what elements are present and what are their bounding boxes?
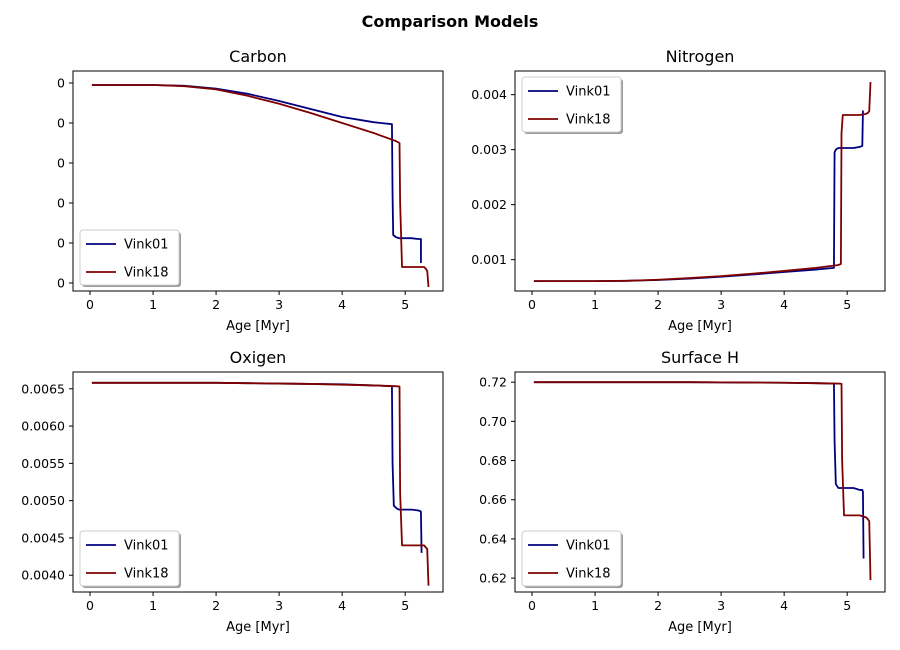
series-line-vink01: [533, 110, 864, 283]
x-tick-label: 5: [843, 297, 851, 312]
x-axis-label: Age [Myr]: [226, 620, 290, 635]
y-tick-label: 0.004: [471, 87, 507, 102]
legend-label: Vink01: [124, 539, 169, 554]
y-tick-label: 0: [57, 236, 65, 251]
x-tick-label: 2: [212, 598, 220, 613]
legend: Vink01 Vink18: [79, 530, 181, 588]
x-tick-label: 3: [275, 598, 283, 613]
y-tick-label: 0.66: [479, 492, 507, 507]
y-tick-label: 0.70: [479, 414, 507, 429]
y-tick-label: 0.72: [479, 375, 507, 390]
plot-frame: [72, 371, 444, 593]
x-tick-label: 3: [717, 598, 725, 613]
y-tick-label: 0.0050: [21, 493, 65, 508]
panel-title: Oxigen: [230, 348, 287, 367]
x-tick-label: 3: [275, 297, 283, 312]
legend-label: Vink18: [124, 266, 169, 281]
y-tick-label: 0: [57, 276, 65, 291]
y-tick-label: 0.64: [479, 531, 507, 546]
series-line-vink18: [533, 81, 872, 283]
y-tick-label: 0.68: [479, 453, 507, 468]
plot-frame: [514, 70, 886, 292]
x-tick-label: 5: [401, 297, 409, 312]
y-tick-label: 0.001: [471, 252, 507, 267]
x-tick-label: 0: [86, 598, 94, 613]
y-tick-label: 0: [57, 76, 65, 91]
panel-surface-h: Surface H 0 1 2 3 4 5 0.62 0.64 0.66 0.68 0.70 0.72 A…: [479, 348, 886, 635]
legend-label: Vink18: [566, 113, 611, 128]
x-tick-label: 1: [149, 297, 157, 312]
y-tick-label: 0.62: [479, 571, 507, 586]
series-line-vink18: [91, 84, 430, 288]
x-tick-label: 4: [338, 598, 346, 613]
y-tick-label: 0.0055: [21, 456, 65, 471]
legend: Vink01 Vink18: [521, 530, 623, 588]
x-tick-label: 2: [654, 598, 662, 613]
legend-label: Vink18: [124, 567, 169, 582]
plot-frame: [72, 70, 444, 292]
y-tick-label: 0.0065: [21, 381, 65, 396]
legend-label: Vink18: [566, 567, 611, 582]
panel-nitrogen: Nitrogen 0 1 2 3 4 5 0.001 0.002 0.003 0.004 Age [M…: [471, 47, 886, 334]
x-tick-label: 2: [654, 297, 662, 312]
x-tick-label: 0: [528, 598, 536, 613]
y-tick-label: 0.0045: [21, 530, 65, 545]
panel-title: Carbon: [229, 47, 287, 66]
y-tick-label: 0.003: [471, 142, 507, 157]
x-tick-label: 1: [591, 598, 599, 613]
plot-frame: [514, 371, 886, 593]
y-tick-label: 0: [57, 116, 65, 131]
x-tick-label: 0: [86, 297, 94, 312]
x-tick-label: 2: [212, 297, 220, 312]
legend-label: Vink01: [566, 85, 611, 100]
legend: Vink01 Vink18: [79, 229, 181, 287]
x-tick-label: 0: [528, 297, 536, 312]
x-tick-label: 5: [401, 598, 409, 613]
x-tick-label: 4: [780, 297, 788, 312]
legend-label: Vink01: [566, 539, 611, 554]
x-tick-label: 3: [717, 297, 725, 312]
y-tick-label: 0: [57, 156, 65, 171]
x-axis-label: Age [Myr]: [668, 319, 732, 334]
series-line-vink18: [533, 381, 872, 581]
x-axis-label: Age [Myr]: [668, 620, 732, 635]
series-line-vink01: [91, 381, 423, 553]
y-tick-label: 0.0040: [21, 568, 65, 583]
y-tick-label: 0.0060: [21, 419, 65, 434]
x-axis-label: Age [Myr]: [226, 319, 290, 334]
legend-label: Vink01: [124, 238, 169, 253]
x-tick-label: 1: [591, 297, 599, 312]
x-tick-label: 4: [338, 297, 346, 312]
panel-title: Surface H: [661, 348, 739, 367]
panel-oxigen: Oxigen 0 1 2 3 4 5 0.0040 0.0045 0.0050 0.0055 0.00…: [21, 348, 444, 635]
panel-carbon: Carbon 0 1 2 3 4 5 0 0 0 0 0 0 Age [Myr] Vink01 Vink18: [57, 47, 444, 334]
series-line-vink18: [91, 381, 430, 586]
x-tick-label: 5: [843, 598, 851, 613]
figure-title: Comparison Models: [362, 12, 539, 31]
y-tick-label: 0.002: [471, 197, 507, 212]
panel-title: Nitrogen: [666, 47, 735, 66]
legend: Vink01 Vink18: [521, 76, 623, 134]
x-tick-label: 4: [780, 598, 788, 613]
y-tick-label: 0: [57, 196, 65, 211]
x-tick-label: 1: [149, 598, 157, 613]
